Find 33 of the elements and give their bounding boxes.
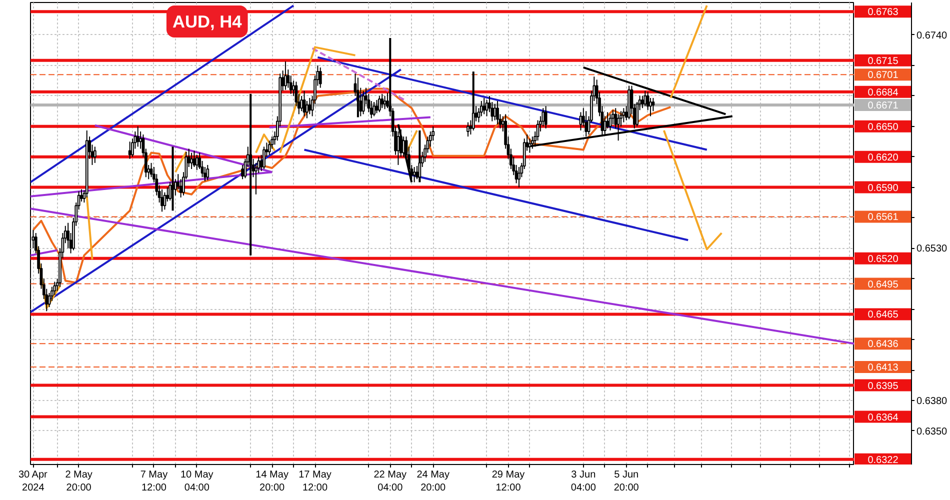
ref-line-label: 0.6561 — [868, 212, 899, 224]
x-tick-label: 14 May 20:00 — [256, 470, 288, 494]
ref-line-label: 0.6763 — [868, 7, 899, 18]
x-tick-label: 5 Jun 20:00 — [614, 470, 640, 494]
x-tick-label: 24 May 20:00 — [416, 470, 450, 494]
ref-line-label: 0.6322 — [868, 454, 899, 466]
ref-line-label: 0.6436 — [868, 339, 899, 350]
x-tick-label: 30 Apr 2024 — [18, 470, 48, 494]
x-tick-label: 3 Jun 04:00 — [570, 470, 596, 494]
x-tick-label: 2 May 20:00 — [65, 470, 92, 494]
ref-line-label: 0.6495 — [868, 279, 899, 290]
ref-line-label: 0.6650 — [868, 122, 899, 133]
x-tick-label: 29 May 12:00 — [492, 470, 525, 494]
ref-line-label: 0.6671 — [868, 100, 899, 112]
ref-line-label: 0.6395 — [868, 380, 899, 392]
y-tick-label: 0.6530 — [916, 244, 948, 255]
ref-line-label: 0.6684 — [868, 87, 899, 98]
ref-line-label: 0.6701 — [868, 70, 899, 82]
ref-line-label: 0.6465 — [868, 310, 899, 321]
x-tick-label: 17 May 12:00 — [298, 470, 332, 494]
y-tick-label: 0.6740 — [916, 30, 948, 42]
ref-line-label: 0.6590 — [868, 182, 899, 194]
y-tick-label: 0.6350 — [916, 426, 948, 438]
ref-line-label: 0.6620 — [868, 152, 899, 164]
x-tick-label: 22 May 04:00 — [374, 470, 407, 494]
text: AUD, H4 — [172, 12, 242, 32]
y-tick-label: 0.6380 — [916, 396, 948, 408]
ref-line-label: 0.6364 — [868, 412, 899, 424]
ref-line-label: 0.6715 — [868, 56, 899, 67]
x-tick-label: 10 May 04:00 — [180, 470, 214, 494]
ref-line-label: 0.6413 — [868, 362, 899, 374]
x-tick-label: 7 May 12:00 — [140, 470, 168, 494]
ref-line-label: 0.6520 — [868, 254, 899, 265]
